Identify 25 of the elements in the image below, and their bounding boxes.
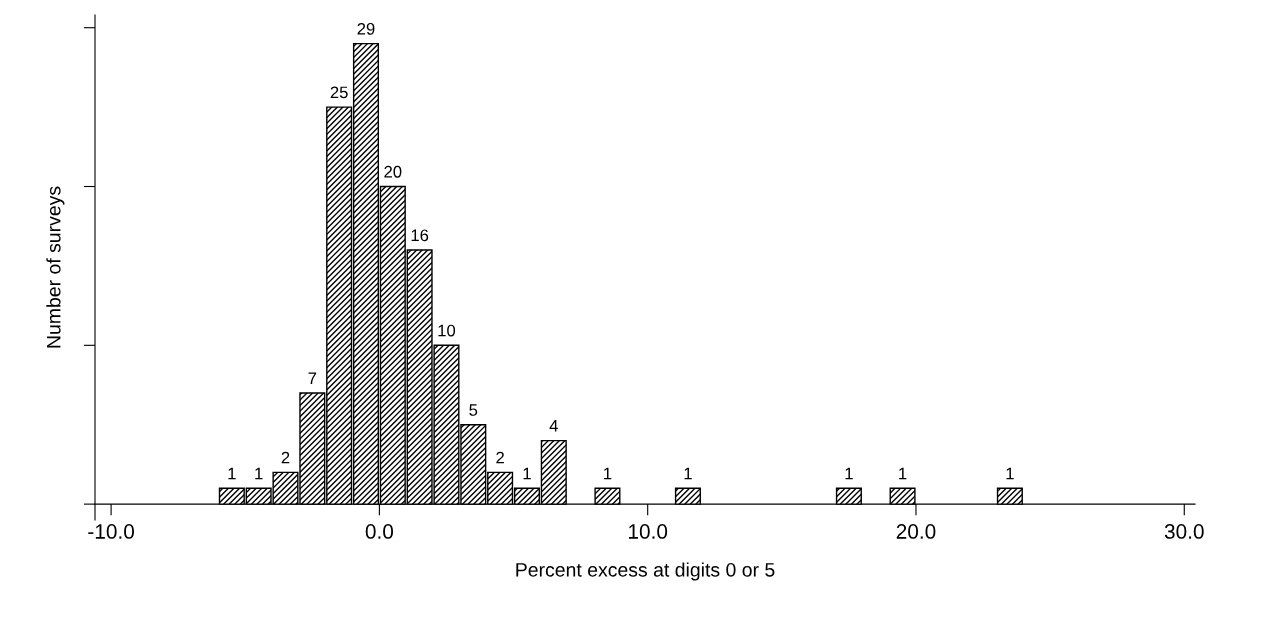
data-label: 4: [549, 420, 558, 432]
x-tick-label: 30.0: [1164, 524, 1204, 539]
x-tick-label: 0.0: [365, 524, 394, 539]
data-label: 29: [357, 22, 375, 35]
x-tick-label: -10.0: [88, 524, 135, 539]
x-tick-label: 20.0: [896, 524, 936, 539]
data-label: 1: [845, 467, 853, 480]
data-label: 1: [255, 467, 263, 480]
data-label: 7: [308, 372, 317, 384]
data-label: 25: [330, 86, 348, 99]
data-label: 2: [281, 451, 290, 464]
data-label: 20: [384, 165, 402, 178]
data-label: 1: [604, 467, 612, 480]
data-label: 1: [684, 467, 692, 480]
x-axis-title: Percent excess at digits 0 or 5: [516, 562, 775, 581]
data-label: 5: [469, 404, 478, 416]
data-label: 10: [438, 324, 456, 337]
x-tick-label: 10.0: [629, 524, 668, 539]
data-label: 1: [1006, 467, 1014, 480]
data-label: 1: [228, 467, 236, 480]
data-label: 2: [496, 451, 504, 464]
data-label: 16: [411, 229, 429, 242]
data-label: 1: [899, 467, 907, 480]
data-label: 1: [523, 467, 531, 480]
y-axis-title: Number of surveys: [46, 186, 65, 348]
